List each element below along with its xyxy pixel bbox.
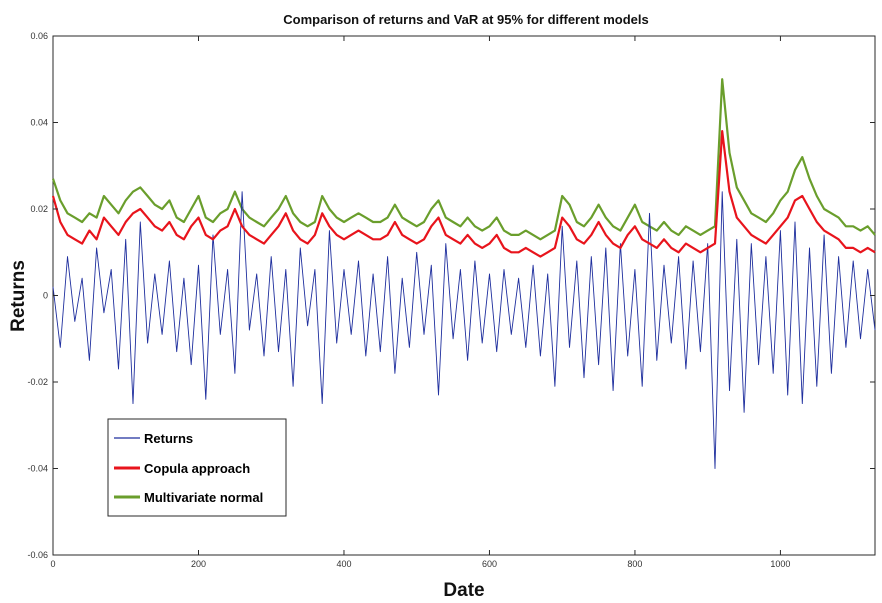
y-tick-label: 0.02 [30, 204, 48, 214]
legend-label-copula: Copula approach [144, 461, 250, 476]
series-line-copula [51, 130, 876, 258]
tick-layer: 0 200 400 600 800 1000 -0.06 -0.04 -0.02 0 0.02 0.0… [27, 31, 875, 569]
legend: Returns Copula approach Multivariate nor… [107, 418, 287, 517]
chart-title: Comparison of returns and VaR at 95% for… [283, 12, 649, 27]
x-tick-label: 0 [50, 559, 55, 569]
series-layer [51, 78, 876, 469]
series-line-normal [51, 78, 876, 241]
y-tick-label: 0 [43, 291, 48, 301]
y-tick-label: -0.04 [27, 464, 48, 474]
x-tick-label: 1000 [770, 559, 790, 569]
series-line-returns [52, 191, 876, 469]
legend-label-returns: Returns [144, 431, 193, 446]
x-axis-label: Date [443, 580, 484, 601]
x-tick-label: 200 [191, 559, 206, 569]
x-tick-label: 600 [482, 559, 497, 569]
y-tick-label: -0.02 [27, 377, 48, 387]
y-tick-label: 0.04 [30, 118, 48, 128]
y-axis-label: Returns [8, 260, 29, 332]
y-tick-label: 0.06 [30, 31, 48, 41]
x-tick-label: 400 [336, 559, 351, 569]
y-tick-label: -0.06 [27, 550, 48, 560]
x-tick-label: 800 [627, 559, 642, 569]
legend-label-normal: Multivariate normal [144, 490, 263, 505]
